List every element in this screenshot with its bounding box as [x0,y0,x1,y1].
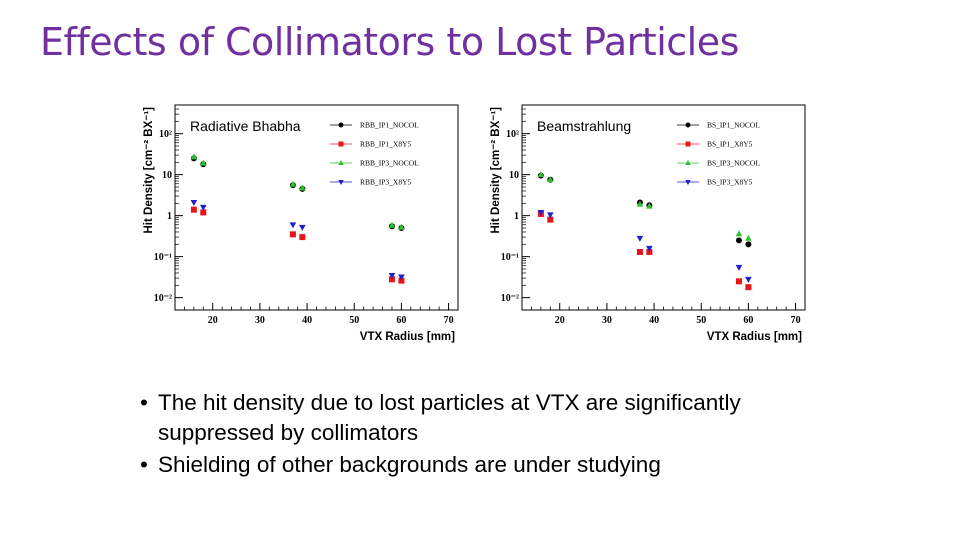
legend-marker [685,141,691,147]
x-tick-label: 70 [791,315,801,326]
data-point [388,272,396,279]
data-point [200,209,207,216]
data-point [735,264,743,271]
x-tick-label: 20 [208,315,218,326]
data-point [289,180,297,187]
chart-svg: 20 30 40 50 60 70 10⁻² 10⁻¹ 1 10 10² VTX Radius [mm… [490,104,806,343]
data-point [735,278,742,285]
radiative-bhabha-chart: 20 30 40 50 60 70 10⁻² 10⁻¹ 1 10 10² VTX Radius [mm… [140,100,460,345]
x-axis-title: VTX Radius [mm] [707,331,802,343]
plot-title: Beamstrahlung [537,118,631,134]
y-tick-label: 10⁻² [154,293,172,304]
data-point [537,171,545,178]
x-tick-label: 60 [396,315,406,326]
x-axis-title: VTX Radius [mm] [360,331,455,343]
slide-title: Effects of Collimators to Lost Particles [40,20,739,64]
plot-frame [521,104,806,311]
y-tick-label: 10⁻¹ [501,252,519,263]
y-tick-label: 1 [167,211,172,222]
x-tick-label: 30 [255,315,265,326]
data-point [646,245,653,252]
data-point [537,210,545,217]
data-point [735,237,742,244]
data-point [745,241,752,248]
bullet-icon: • [140,390,148,415]
data-point [289,222,297,229]
x-tick-label: 70 [444,315,454,326]
bullet-item: • The hit density due to lost particles … [140,388,820,448]
y-tick-label: 10² [506,129,519,140]
legend-label: BS_IP1_NOCOL [707,121,760,130]
data-point [735,230,743,237]
legend-marker [685,180,691,185]
data-point [636,200,644,207]
data-point [636,248,643,255]
legend-label: BS_IP3_NOCOL [707,159,760,168]
data-point [299,184,306,191]
data-point [398,274,405,281]
y-tick-label: 10⁻¹ [154,252,172,263]
legend-label: BS_IP1_X8Y5 [707,140,753,149]
plot-title: Radiative Bhabha [190,118,301,134]
legend-label: RBB_IP1_X8Y5 [360,140,412,149]
x-tick-label: 30 [602,315,612,326]
x-tick-label: 50 [696,315,706,326]
x-tick-label: 20 [555,315,565,326]
beamstrahlung-chart: 20 30 40 50 60 70 10⁻² 10⁻¹ 1 10 10² VTX Radius [mm… [487,100,807,345]
legend-marker [685,122,691,128]
legend-label: BS_IP3_X8Y5 [707,178,753,187]
chart-svg: 20 30 40 50 60 70 10⁻² 10⁻¹ 1 10 10² VTX Radius [mm… [143,104,459,343]
legend-marker [338,180,344,185]
legend-marker [338,141,344,147]
data-point [299,234,306,241]
data-point [547,176,554,183]
data-point [200,159,207,166]
y-tick-label: 1 [514,211,519,222]
y-tick-label: 10⁻² [501,293,519,304]
x-tick-label: 50 [349,315,359,326]
bullet-icon: • [140,452,148,477]
data-point [636,235,644,242]
legend-label: RBB_IP3_X8Y5 [360,178,412,187]
data-point [646,202,653,209]
data-point [200,204,207,211]
legend-marker [685,160,691,165]
data-point [646,248,653,255]
legend-label: RBB_IP3_NOCOL [360,159,419,168]
legend-marker [338,122,344,128]
data-point [398,223,405,230]
data-point [547,216,554,223]
legend-label: RBB_IP1_NOCOL [360,121,419,130]
data-point [190,200,198,207]
plot-frame [174,104,459,311]
data-point [547,212,554,219]
data-point [388,276,395,283]
legend-marker [338,160,344,165]
data-point [388,221,396,228]
data-point [745,234,752,241]
data-point [745,276,752,283]
y-tick-label: 10² [159,129,172,140]
x-tick-label: 40 [302,315,312,326]
data-point [299,224,306,231]
data-point [190,206,197,213]
y-tick-label: 10 [509,170,519,181]
x-tick-label: 60 [743,315,753,326]
data-point [398,277,405,284]
y-tick-label: 10 [162,170,172,181]
bullet-item: • Shielding of other backgrounds are und… [140,450,820,480]
bullet-text: The hit density due to lost particles at… [158,390,741,445]
data-point [745,284,752,291]
x-tick-label: 40 [649,315,659,326]
y-axis-title: Hit Density [cm⁻² BX⁻¹] [143,107,155,234]
bullet-list: • The hit density due to lost particles … [140,388,820,482]
data-point [289,231,296,238]
bullet-text: Shielding of other backgrounds are under… [158,452,661,477]
y-axis-title: Hit Density [cm⁻² BX⁻¹] [490,107,502,234]
data-point [190,153,198,160]
